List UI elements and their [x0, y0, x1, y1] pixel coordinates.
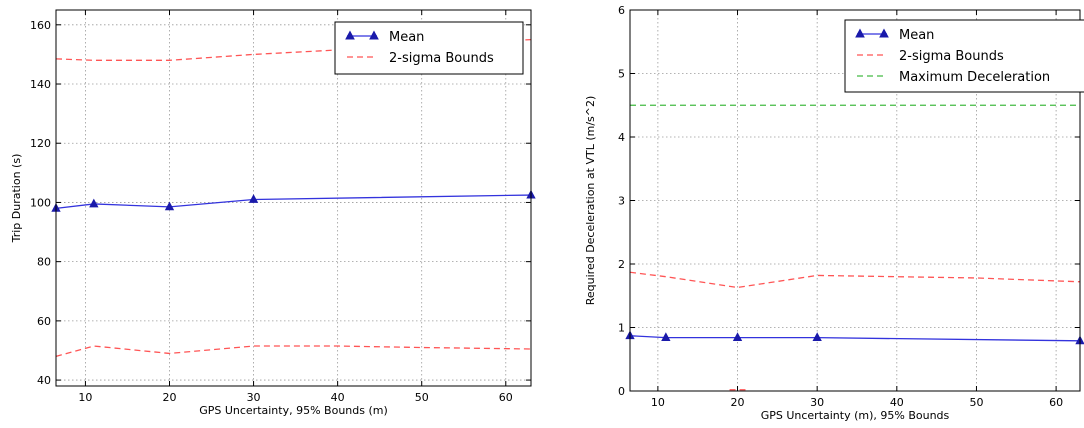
y-tick-label: 160 — [30, 19, 51, 32]
legend-marker — [369, 30, 379, 40]
right-series-2-sigma-bounds — [629, 271, 1081, 289]
right-legend: Mean 2-sigma Bounds Maximum Deceleration — [844, 19, 1084, 93]
x-tick-label: 50 — [969, 396, 983, 409]
left-x-axis-label: GPS Uncertainty, 95% Bounds (m) — [199, 404, 388, 417]
legend-marker — [345, 30, 355, 40]
trip-duration-plot: 10 20 30 40 50 60 40 60 80 100 120 140 160 GPS Uncert… — [10, 9, 536, 417]
legend-label-maximum-deceleration: Maximum Deceleration — [899, 70, 1050, 85]
y-tick-label: 5 — [618, 68, 625, 81]
legend-label-mean: Mean — [899, 28, 934, 43]
legend-marker — [879, 28, 889, 38]
y-tick-label: 60 — [37, 315, 51, 328]
y-tick-label: 80 — [37, 256, 51, 269]
data-point — [248, 194, 259, 203]
x-tick-label: 40 — [890, 396, 904, 409]
left-plot-frame — [55, 9, 532, 387]
series-line — [629, 271, 1081, 289]
left-series-lower-bound — [55, 345, 532, 358]
series-line — [55, 194, 532, 210]
data-point — [812, 332, 822, 342]
y-tick-label: 4 — [618, 131, 625, 144]
y-tick-label: 0 — [618, 385, 625, 398]
trip-duration-chart: 10 20 30 40 50 60 40 60 80 100 120 140 160 GPS Uncert… — [0, 0, 542, 424]
y-tick-label: 2 — [618, 258, 625, 271]
x-tick-label: 10 — [78, 391, 92, 404]
y-tick-label: 3 — [618, 195, 625, 208]
x-tick-label: 10 — [651, 396, 665, 409]
x-tick-label: 20 — [162, 391, 176, 404]
left-series-mean — [51, 189, 536, 212]
series-line — [629, 335, 1081, 342]
x-tick-label: 30 — [247, 391, 261, 404]
right-y-axis-label: Required Deceleration at VTL (m/s^2) — [584, 96, 597, 306]
y-tick-label: 40 — [37, 374, 51, 387]
deceleration-plot: 10 20 30 40 50 60 0 1 2 3 4 5 6 GPS Uncertainty (m), … — [584, 4, 1084, 422]
data-point — [89, 198, 99, 208]
right-series-mean — [625, 330, 1084, 345]
legend-label-mean: Mean — [389, 30, 424, 45]
legend-label-2-sigma-bounds: 2-sigma Bounds — [899, 49, 1004, 64]
series-line — [55, 345, 532, 358]
y-tick-label: 6 — [618, 4, 625, 17]
left-legend: Mean 2-sigma Bounds — [334, 21, 524, 75]
legend-box — [334, 21, 524, 75]
right-plot-frame — [629, 9, 1081, 392]
legend-marker — [855, 28, 865, 38]
data-point — [164, 201, 175, 211]
x-tick-label: 20 — [731, 396, 745, 409]
data-point — [732, 332, 743, 342]
left-y-axis-label: Trip Duration (s) — [10, 154, 23, 244]
data-point — [661, 332, 671, 342]
y-tick-label: 140 — [30, 78, 51, 91]
x-tick-label: 40 — [331, 391, 345, 404]
legend-label-2-sigma-bounds: 2-sigma Bounds — [389, 51, 494, 66]
y-tick-label: 100 — [30, 196, 51, 209]
x-tick-label: 60 — [499, 391, 513, 404]
deceleration-chart: 10 20 30 40 50 60 0 1 2 3 4 5 6 GPS Uncertainty (m), … — [542, 0, 1084, 424]
x-tick-label: 60 — [1049, 396, 1063, 409]
x-tick-label: 30 — [810, 396, 824, 409]
y-tick-label: 120 — [30, 137, 51, 150]
y-tick-label: 1 — [618, 322, 625, 335]
right-x-axis-label: GPS Uncertainty (m), 95% Bounds — [761, 409, 950, 422]
x-tick-label: 50 — [415, 391, 429, 404]
